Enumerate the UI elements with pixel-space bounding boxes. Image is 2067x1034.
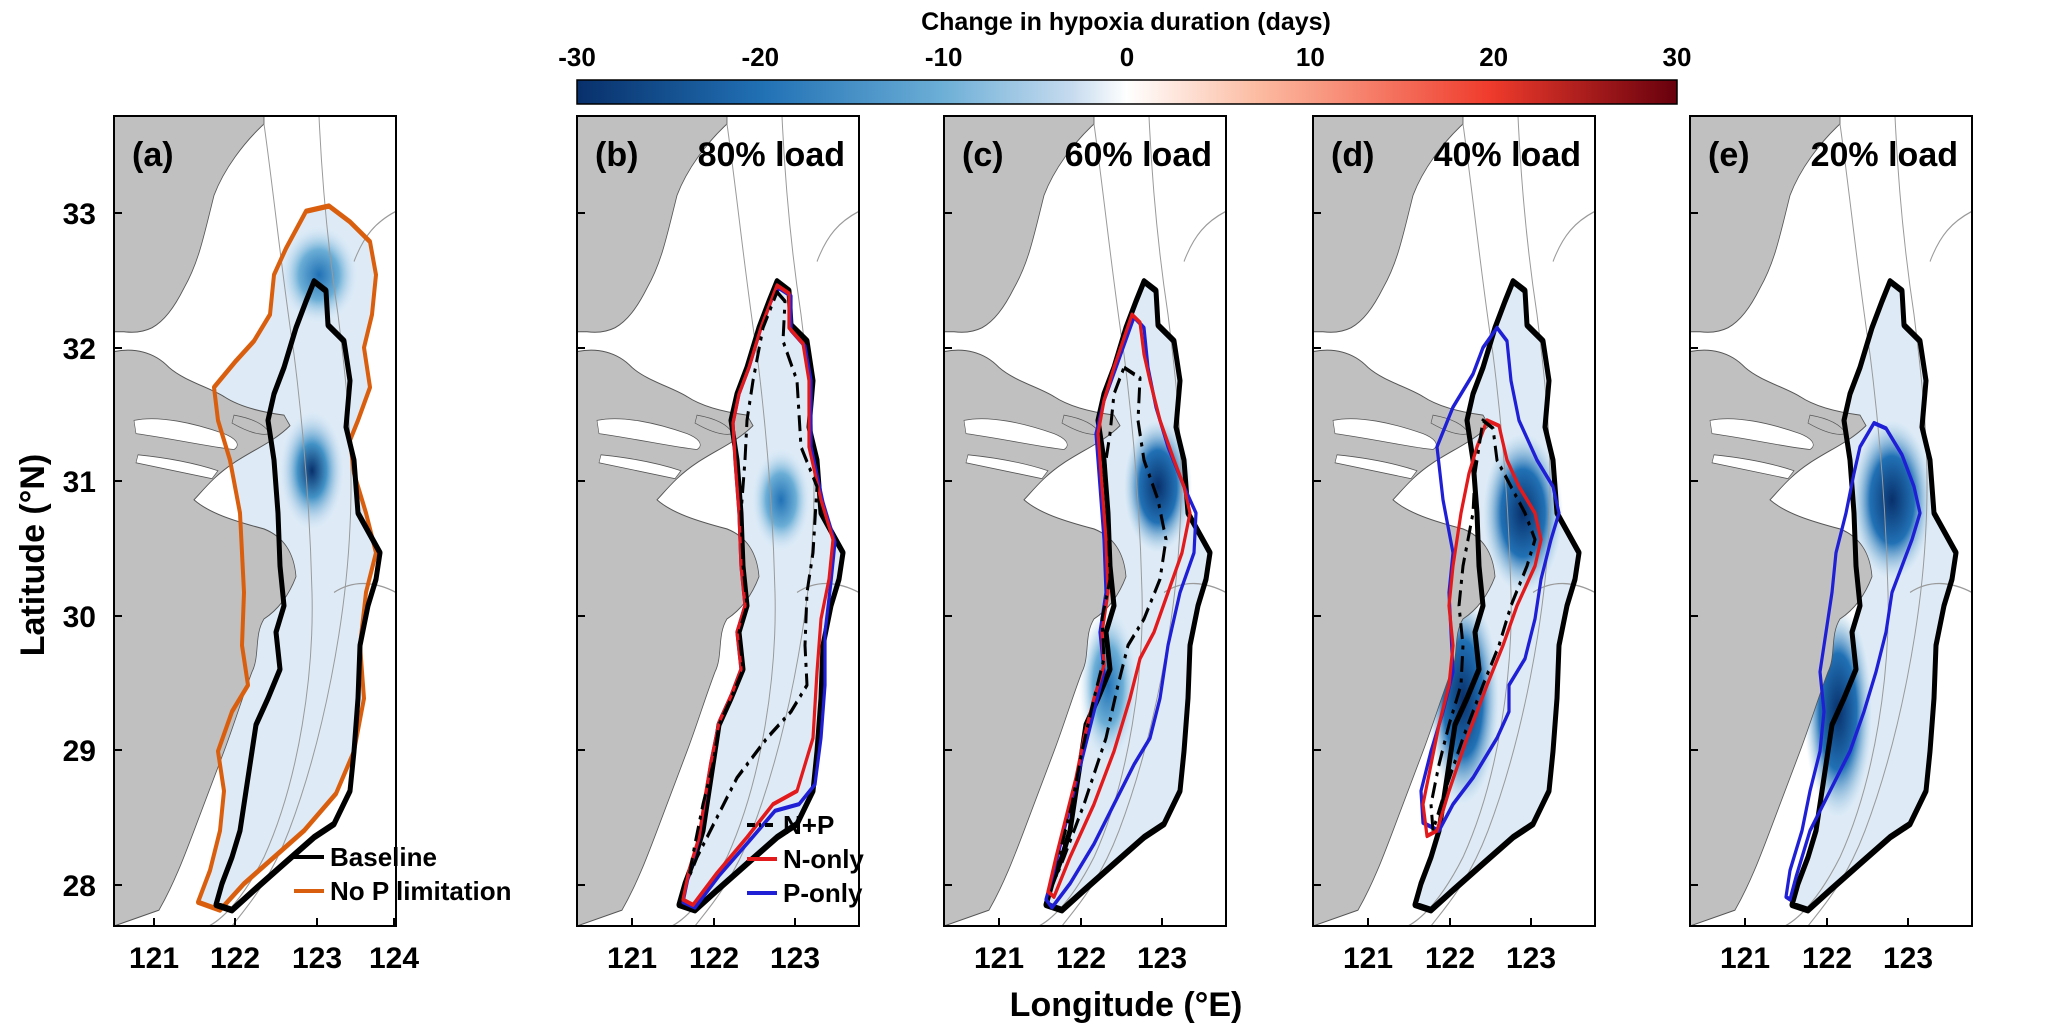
colorbar-tick-label: 0	[1120, 42, 1134, 72]
x-tick-label: 121	[1343, 942, 1393, 975]
y-tick-label: 30	[63, 601, 96, 634]
panel-title: 20% load	[1811, 136, 1958, 174]
panel-tag: (e)	[1708, 136, 1750, 174]
n-only-outline	[1421, 418, 1543, 839]
panel-e: 121 122 123 (e) 20% load	[1689, 115, 1973, 975]
x-tick-label: 122	[1056, 942, 1106, 975]
y-axis-label: Latitude (°N)	[14, 454, 52, 656]
colorbar-tick-label: -30	[558, 42, 596, 72]
colorbar-tick-label: -20	[742, 42, 780, 72]
n-only-outline	[1046, 312, 1192, 899]
legend-label: N+P	[783, 810, 834, 840]
colorbar-tick-labels: -30 -20 -10 0 10 20 30	[558, 42, 1691, 72]
panel-title: 80% load	[698, 136, 845, 174]
x-tick-label: 122	[1425, 942, 1475, 975]
panel-tag: (d)	[1331, 136, 1374, 174]
panel-title: 40% load	[1434, 136, 1581, 174]
x-tick-label: 122	[210, 942, 260, 975]
panel-frame	[1689, 115, 1973, 927]
colorbar-tick-label: -10	[925, 42, 963, 72]
colorbar-title: Change in hypoxia duration (days)	[921, 8, 1331, 36]
panel-title: 60% load	[1065, 136, 1212, 174]
legend-label: N-only	[783, 844, 864, 874]
y-tick-label: 29	[63, 735, 96, 768]
p-only-outline	[1419, 325, 1561, 833]
n-plus-p-outline	[1429, 418, 1537, 833]
panel-tag: (a)	[132, 136, 174, 174]
n-plus-p-outline	[687, 290, 819, 880]
x-tick-label: 123	[292, 942, 342, 975]
panel-tag: (b)	[595, 136, 638, 174]
x-tick-label: 121	[1720, 942, 1770, 975]
y-tick-label: 32	[63, 333, 96, 366]
panel-d: 121 122 123 (d) 40% load	[1312, 115, 1596, 975]
x-tick-label: 121	[607, 942, 657, 975]
x-tick-label: 121	[129, 942, 179, 975]
panel-a: 121 122 123 124 (a) Baseline No P limitation	[113, 115, 512, 975]
y-tick-label: 31	[63, 466, 96, 499]
colorbar-tick-label: 30	[1663, 42, 1692, 72]
x-tick-label: 123	[1137, 942, 1187, 975]
y-tick-label: 33	[63, 198, 96, 231]
panel-frame	[943, 115, 1227, 927]
panel-b: 121 122 123 (b) 80% load N+P N-only P-only	[576, 115, 864, 975]
n-only-outline	[681, 283, 835, 907]
y-tick-label: 28	[63, 870, 96, 903]
x-tick-label: 121	[974, 942, 1024, 975]
x-tick-label: 122	[689, 942, 739, 975]
p-only-outline	[1784, 420, 1922, 902]
y-tick-labels: 33 32 31 30 29 28	[63, 198, 96, 903]
legend-label: Baseline	[330, 842, 437, 872]
colorbar-tick-label: 10	[1296, 42, 1325, 72]
colorbar	[576, 79, 1678, 105]
panel-frame	[576, 115, 860, 927]
x-axis-label: Longitude (°E)	[1010, 986, 1243, 1024]
n-plus-p-outline	[1054, 365, 1168, 880]
panel-frame	[1312, 115, 1596, 927]
hypoxia-change-field	[1415, 281, 1579, 911]
x-tick-label: 122	[1802, 942, 1852, 975]
no-p-limitation-outline	[196, 203, 378, 913]
panel-c: 121 122 123 (c) 60% load	[943, 115, 1227, 975]
legend-label: P-only	[783, 878, 863, 908]
x-tick-label: 123	[1506, 942, 1556, 975]
legend-label: No P limitation	[330, 876, 512, 906]
x-tick-label: 123	[770, 942, 820, 975]
colorbar-tick-label: 20	[1479, 42, 1508, 72]
panel-tag: (c)	[962, 136, 1004, 174]
panel-frame	[113, 115, 397, 927]
x-tick-label: 124	[369, 942, 419, 975]
x-tick-label: 123	[1883, 942, 1933, 975]
